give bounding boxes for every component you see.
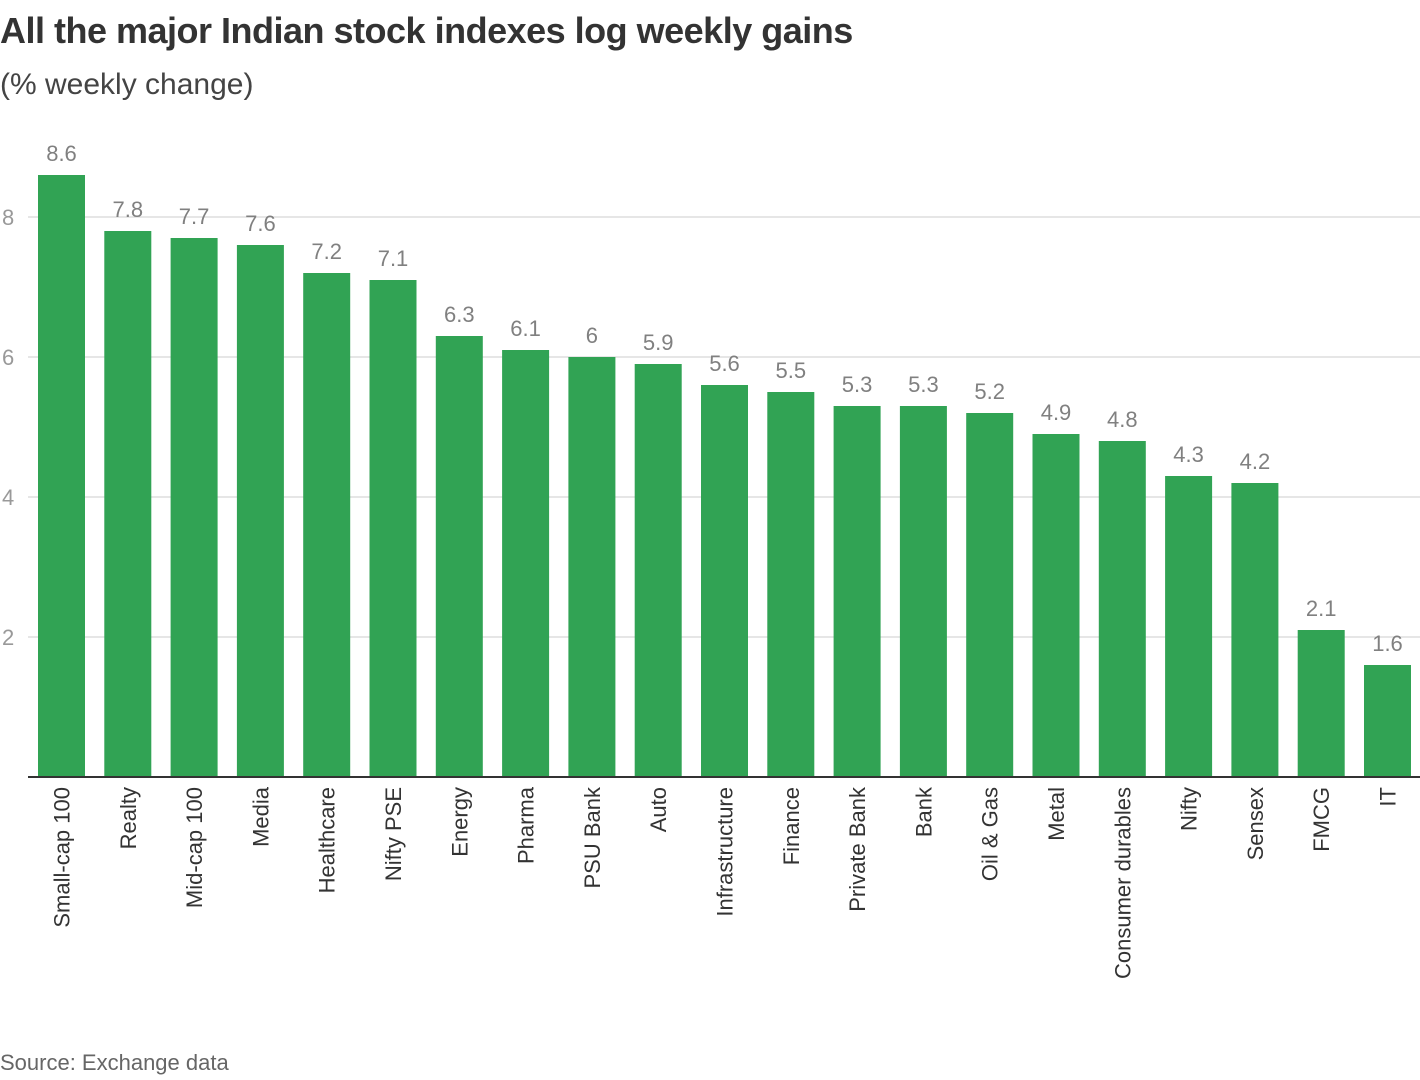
value-label: 5.2: [974, 379, 1005, 404]
bar-chart: 8.6 7.8 7.7 7.6 7.2 7.1 6.3 6.1 6 5.9 5.6 5.5 5.3 5.3…: [2, 141, 1420, 979]
value-labels: 8.6 7.8 7.7 7.6 7.2 7.1 6.3 6.1 6 5.9 5.6 5.5 5.3 5.3…: [46, 141, 1403, 656]
source-note: Source: Exchange data: [0, 1050, 229, 1075]
category-label: Finance: [779, 787, 804, 865]
value-label: 5.3: [908, 372, 939, 397]
bar: [170, 238, 218, 777]
value-label: 4.3: [1173, 442, 1204, 467]
category-label: Nifty PSE: [381, 787, 406, 881]
chart-title: All the major Indian stock indexes log w…: [0, 10, 853, 51]
category-label: Healthcare: [315, 787, 340, 893]
bar: [303, 273, 351, 777]
value-label: 7.7: [179, 204, 210, 229]
bar: [502, 350, 550, 777]
chart-subtitle: (% weekly change): [0, 68, 254, 101]
category-labels: Small-cap 100 Realty Mid-cap 100 Media Healt…: [50, 786, 1401, 979]
value-label: 4.8: [1107, 407, 1138, 432]
category-label: Pharma: [514, 786, 539, 864]
category-label: Nifty: [1177, 787, 1202, 831]
category-label: Energy: [447, 787, 472, 857]
bar: [833, 406, 881, 777]
category-label: Auto: [646, 787, 671, 832]
bars: [38, 175, 1411, 777]
bar: [1231, 483, 1279, 777]
bar: [767, 392, 815, 777]
y-tick-label: 6: [2, 345, 14, 370]
value-label: 5.3: [842, 372, 873, 397]
category-label: Sensex: [1243, 787, 1268, 860]
bar: [236, 245, 284, 777]
bar: [1364, 665, 1411, 777]
value-label: 8.6: [46, 141, 77, 166]
value-label: 6.1: [510, 316, 541, 341]
bar: [568, 357, 616, 777]
value-label: 5.6: [709, 351, 740, 376]
value-label: 1.6: [1372, 631, 1403, 656]
category-label: PSU Bank: [580, 786, 605, 888]
category-label: Infrastructure: [713, 787, 738, 917]
y-tick-label: 4: [2, 485, 14, 510]
y-axis-ticks: 2 4 6 8: [2, 205, 14, 650]
value-label: 2.1: [1306, 596, 1337, 621]
value-label: 7.8: [113, 197, 144, 222]
category-label: Realty: [116, 787, 141, 849]
value-label: 5.9: [643, 330, 674, 355]
value-label: 6.3: [444, 302, 475, 327]
value-label: 7.1: [378, 246, 409, 271]
bar: [1032, 434, 1080, 777]
y-tick-label: 8: [2, 205, 14, 230]
bar: [966, 413, 1014, 777]
bar: [369, 280, 417, 777]
value-label: 7.2: [311, 239, 342, 264]
bar: [634, 364, 682, 777]
bar: [899, 406, 947, 777]
y-tick-label: 2: [2, 625, 14, 650]
category-label: Small-cap 100: [50, 787, 75, 928]
category-label: FMCG: [1309, 787, 1334, 852]
bar: [104, 231, 152, 777]
value-label: 4.2: [1240, 449, 1271, 474]
category-label: Oil & Gas: [978, 787, 1003, 881]
category-label: Media: [248, 786, 273, 847]
value-label: 4.9: [1041, 400, 1072, 425]
value-label: 6: [586, 323, 598, 348]
category-label: Mid-cap 100: [182, 787, 207, 908]
value-label: 5.5: [776, 358, 807, 383]
bar: [1098, 441, 1146, 777]
category-label: Bank: [911, 786, 936, 837]
bar: [1165, 476, 1213, 777]
bar: [701, 385, 748, 777]
category-label: Metal: [1044, 787, 1069, 841]
bar: [38, 175, 85, 777]
bar: [435, 336, 483, 777]
value-label: 7.6: [245, 211, 276, 236]
bar: [1297, 630, 1345, 777]
category-label: Consumer durables: [1110, 787, 1135, 979]
category-label: Private Bank: [845, 786, 870, 912]
category-label: IT: [1376, 787, 1401, 807]
